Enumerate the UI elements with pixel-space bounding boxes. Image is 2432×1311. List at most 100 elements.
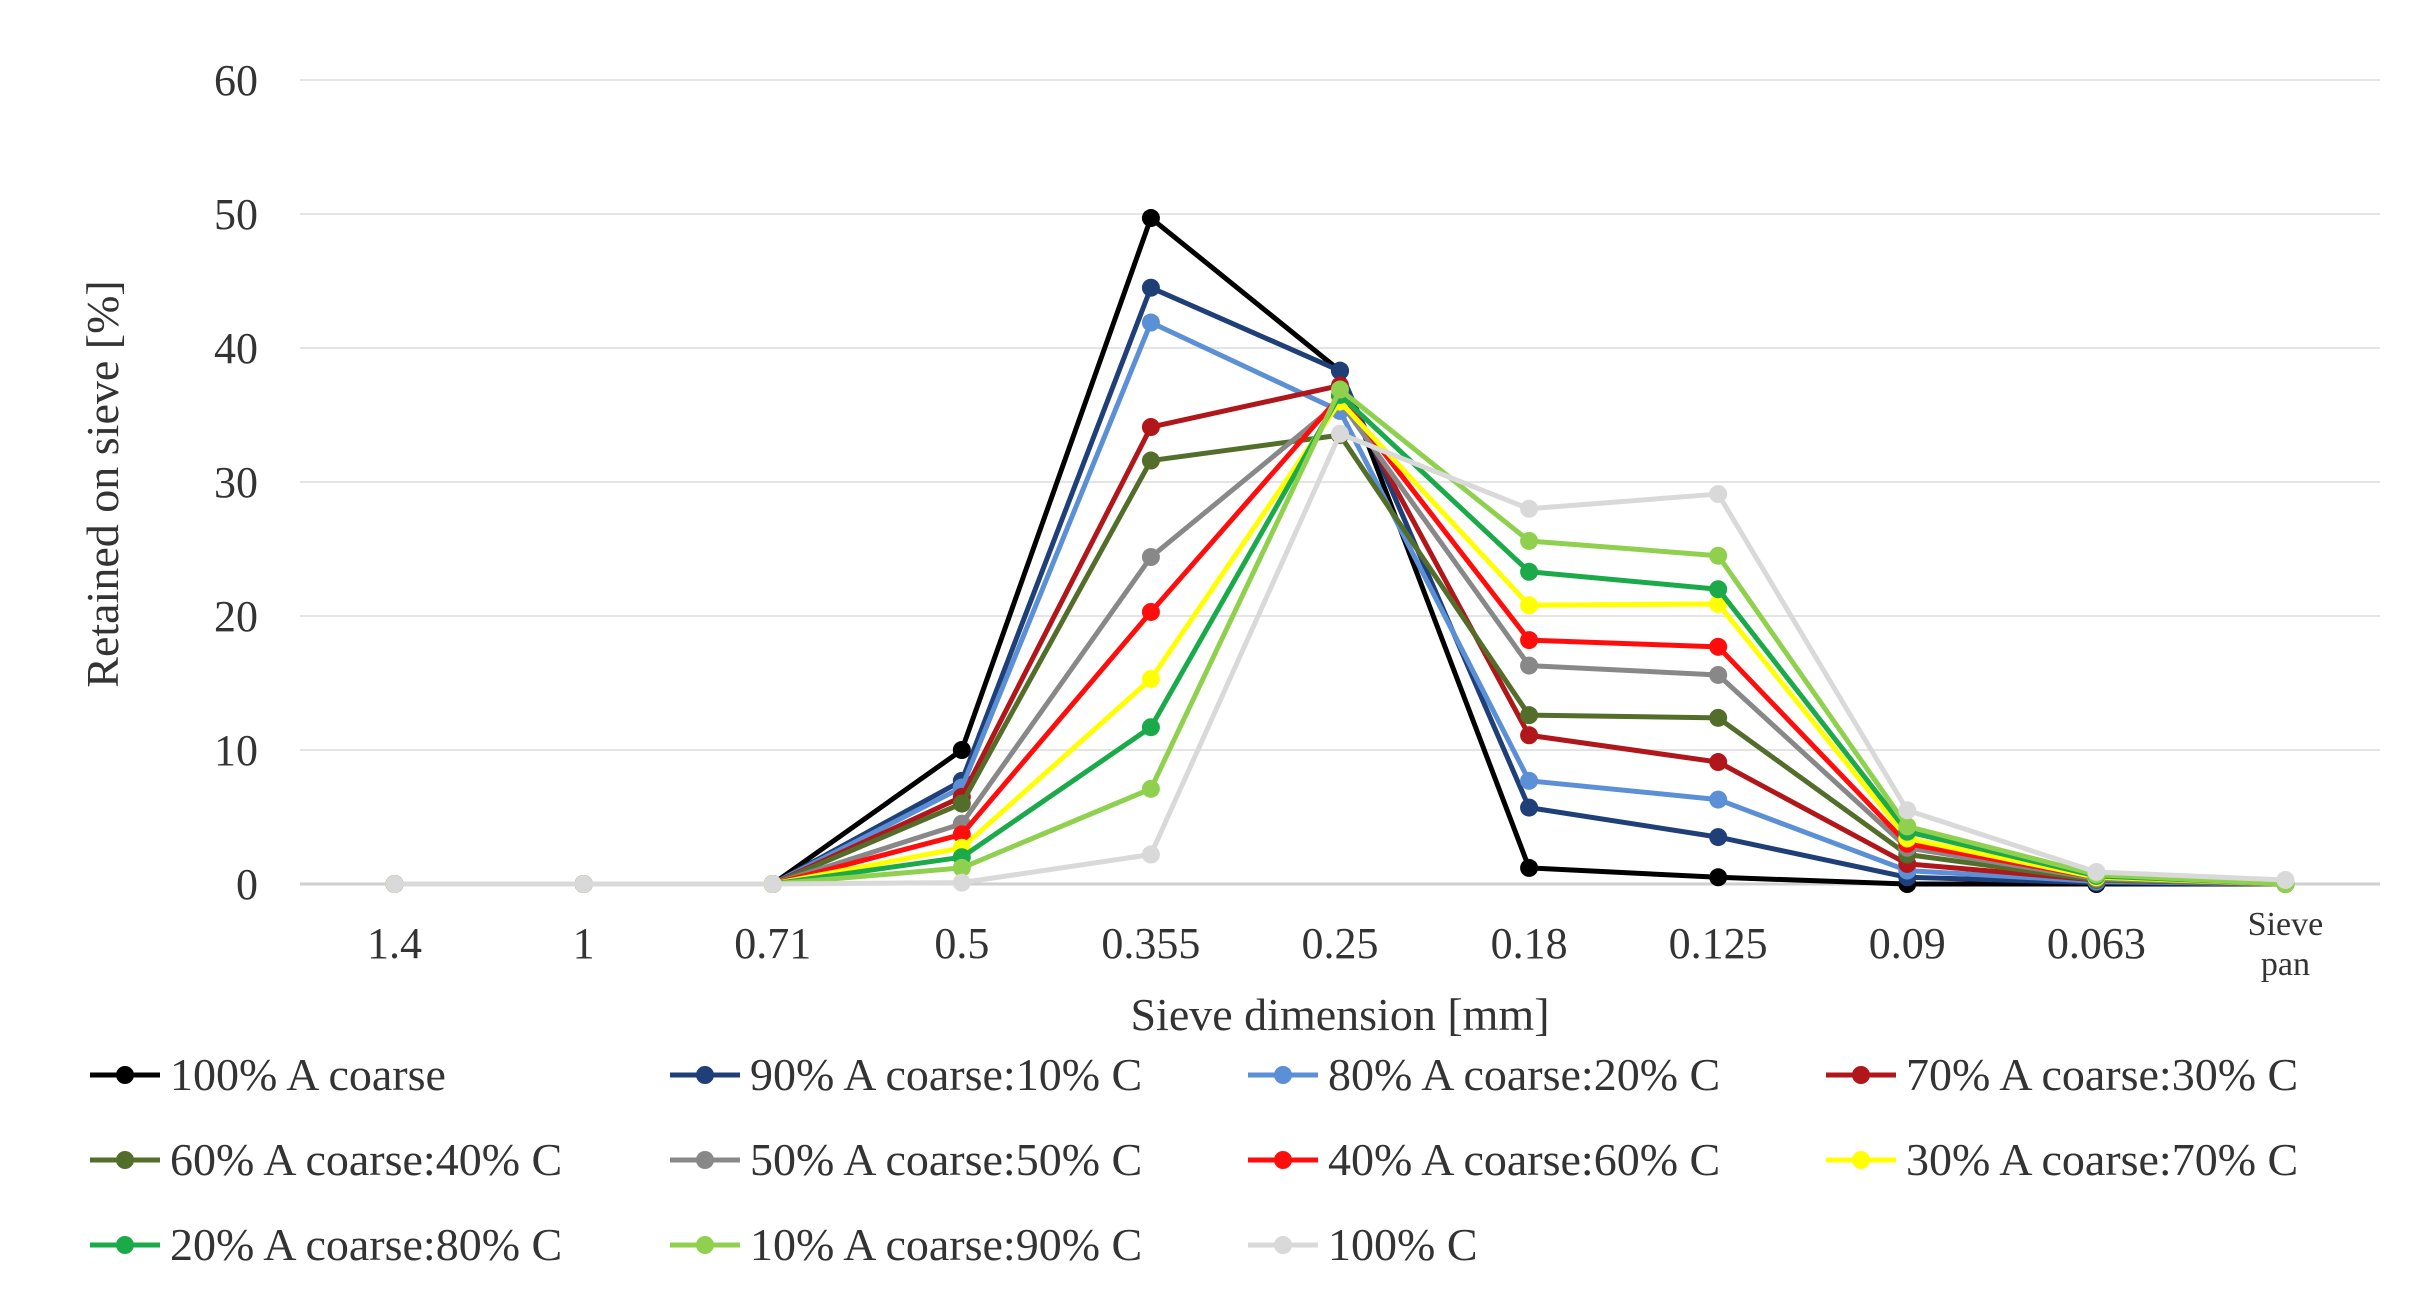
legend-swatch-marker [1274,1151,1292,1169]
data-point [1898,801,1917,820]
data-point [1141,779,1160,798]
legend-swatch-marker [696,1151,714,1169]
legend-label: 20% A coarse:80% C [170,1219,562,1270]
legend-item: 30% A coarse:70% C [1826,1134,2298,1185]
series-line [394,432,2286,887]
data-point [1520,858,1539,877]
series-line [394,215,2286,887]
data-point [1520,596,1539,615]
x-tick-label: 0.125 [1669,919,1768,968]
x-tick-label: 0.063 [2047,919,2146,968]
data-point [1709,485,1728,504]
legend-swatch-marker [116,1236,134,1254]
data-point [1141,845,1160,864]
x-axis-title: Sieve dimension [mm] [1130,989,1549,1040]
x-tick-label: 1 [573,919,595,968]
y-tick-label: 60 [214,56,258,105]
data-point [1141,278,1160,297]
data-point [1520,562,1539,581]
legend-swatch-marker [696,1066,714,1084]
series-line [394,399,2286,887]
series-line [394,431,2286,887]
series [385,209,2295,893]
x-tick-label: 0.355 [1101,919,1200,968]
legend-swatch-marker [116,1151,134,1169]
legend-swatch-marker [696,1236,714,1254]
series [385,380,2295,893]
series [385,426,2295,893]
data-point [1709,546,1728,565]
data-point [2276,870,2295,889]
legend-label: 100% A coarse [170,1049,446,1100]
data-point [1520,531,1539,550]
legend-label: 50% A coarse:50% C [750,1134,1142,1185]
legend-swatch-marker [1274,1236,1292,1254]
legend-item: 90% A coarse:10% C [670,1049,1142,1100]
y-axis-title: Retained on sieve [%] [77,280,128,687]
legend-item: 40% A coarse:60% C [1248,1134,1720,1185]
series [385,376,2295,893]
legend-item: 50% A coarse:50% C [670,1134,1142,1185]
legend: 100% A coarse 90% A coarse:10% C 80% A coa… [90,1049,2298,1270]
data-point [1709,594,1728,613]
data-point [1141,669,1160,688]
legend-item: 20% A coarse:80% C [90,1219,562,1270]
legend-label: 100% C [1328,1219,1478,1270]
data-point [1141,718,1160,737]
legend-label: 80% A coarse:20% C [1328,1049,1720,1100]
series [385,392,2295,893]
x-tick-label: 0.09 [1869,919,1946,968]
data-point [1709,753,1728,772]
data-point [385,875,404,893]
x-tick-label: 0.18 [1491,919,1568,968]
legend-label: 10% A coarse:90% C [750,1219,1142,1270]
legend-item: 100% C [1248,1219,1478,1270]
series-line [394,392,2286,887]
legend-item: 100% A coarse [90,1049,446,1100]
data-point [952,873,971,892]
legend-item: 70% A coarse:30% C [1826,1049,2298,1100]
y-tick-label: 0 [236,860,258,909]
series-line [394,393,2286,887]
data-point [1141,418,1160,437]
y-tick-label: 30 [214,458,258,507]
data-point [1520,771,1539,790]
data-point [1709,665,1728,684]
data-point [1520,726,1539,745]
legend-label: 70% A coarse:30% C [1906,1049,2298,1100]
y-tick-label: 10 [214,726,258,775]
x-tick-label: 1.4 [367,919,422,968]
legend-label: 40% A coarse:60% C [1328,1134,1720,1185]
data-point [1331,424,1349,443]
x-tick-label: Sieve pan [2248,906,2324,983]
legend-label: 30% A coarse:70% C [1906,1134,2298,1185]
series-line [394,399,2286,887]
series-layer [385,209,2295,893]
legend-item: 60% A coarse:40% C [90,1134,562,1185]
series-line [394,383,2286,887]
data-point [763,875,782,893]
data-point [1141,313,1160,332]
x-tick-label: 0.71 [734,919,811,968]
data-point [1141,548,1160,567]
y-tick-label: 40 [214,324,258,373]
data-point [1709,708,1728,727]
x-tick-label: 0.25 [1302,919,1379,968]
series [385,278,2295,893]
legend-item: 10% A coarse:90% C [670,1219,1142,1270]
data-point [1520,631,1539,650]
data-point [1141,451,1160,470]
data-point [1141,602,1160,621]
data-point [1520,656,1539,675]
y-tick-labels: 0 10 20 30 40 50 60 [214,56,258,909]
data-point [1709,637,1728,656]
x-tick-labels: 1.4 1 0.71 0.5 0.355 0.25 0.18 0.125 0.09 0.063 Si… [367,906,2323,983]
data-point [952,741,971,759]
legend-item: 80% A coarse:20% C [1248,1049,1720,1100]
series [385,392,2295,893]
legend-swatch-marker [1852,1151,1870,1169]
legend-label: 60% A coarse:40% C [170,1134,562,1185]
grid-layer [300,79,2380,886]
